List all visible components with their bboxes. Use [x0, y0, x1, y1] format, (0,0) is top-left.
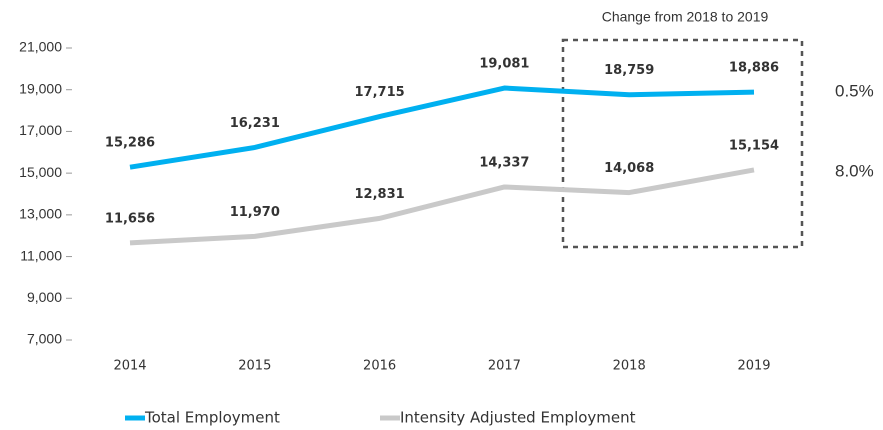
- y-tick-label: 21,000: [19, 39, 62, 55]
- legend-label: Intensity Adjusted Employment: [400, 409, 636, 427]
- data-label: 11,656: [105, 211, 155, 226]
- line: [129, 167, 755, 246]
- x-tick-label: 2015: [238, 359, 271, 374]
- y-tick-label: 11,000: [20, 247, 62, 263]
- data-label: 18,759: [604, 63, 654, 78]
- x-tick-label: 2016: [363, 359, 396, 374]
- y-tick-label: 17,000: [19, 122, 62, 138]
- x-tick-label: 2014: [113, 359, 146, 374]
- data-label: 14,337: [479, 155, 529, 170]
- annotation: 0.5%: [835, 81, 874, 100]
- x-tick-label: 2018: [613, 359, 646, 374]
- x-tick-label: 2017: [488, 359, 521, 374]
- y-tick-label: 19,000: [19, 80, 62, 96]
- data-label: 14,068: [604, 161, 654, 176]
- data-label: 19,081: [479, 57, 529, 72]
- highlight-box: [561, 38, 804, 249]
- data-label: 18,886: [729, 61, 779, 76]
- data-label: 16,231: [230, 116, 280, 131]
- legend-label: Total Employment: [144, 409, 280, 427]
- data-label: 17,715: [355, 85, 405, 100]
- data-label: 15,286: [105, 136, 155, 151]
- annotation: Change from 2018 to 2019: [602, 9, 769, 25]
- data-label: 15,154: [729, 138, 779, 153]
- y-tick-label: 7,000: [27, 331, 62, 347]
- line: [129, 85, 755, 170]
- data-label: 12,831: [355, 187, 405, 202]
- data-label: 11,970: [230, 205, 280, 220]
- y-tick-label: 9,000: [27, 289, 62, 305]
- y-tick-label: 13,000: [19, 206, 62, 222]
- x-tick-label: 2019: [737, 359, 770, 374]
- annotation: 8.0%: [835, 161, 874, 180]
- y-tick-label: 15,000: [19, 164, 62, 180]
